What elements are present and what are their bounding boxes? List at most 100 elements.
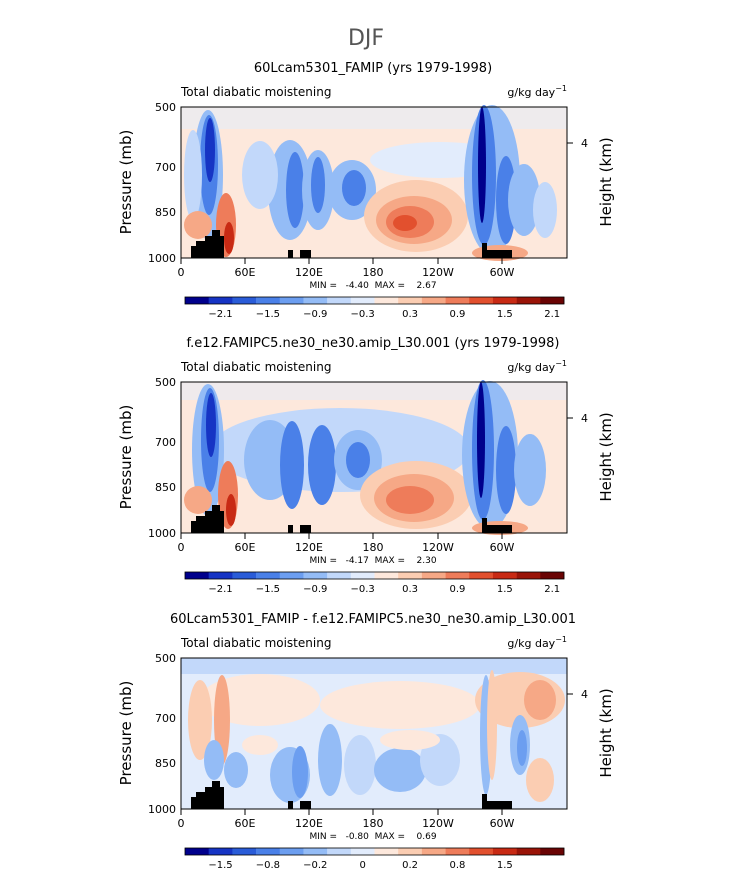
- panel-1-xtick-label: 0: [178, 266, 185, 279]
- panel-1-xtick-label: 180: [363, 266, 384, 279]
- panel-1-contour: [393, 215, 417, 231]
- panel-1-ytick-label: 500: [155, 101, 176, 114]
- colorbar-swatch: [208, 297, 233, 304]
- panel-1-ytick-label: 1000: [148, 252, 176, 265]
- panel-3-contour: [344, 735, 376, 795]
- colorbar-label: −0.3: [351, 309, 375, 320]
- panel-1-field: Total diabatic moistening: [180, 85, 331, 99]
- colorbar-swatch: [374, 297, 399, 304]
- panel-2-ytick-label: 700: [155, 436, 176, 449]
- panel-3-terrain: [300, 801, 311, 809]
- panel-1-terrain: [191, 230, 224, 258]
- panel-3-contour: [200, 674, 320, 726]
- colorbar-swatch: [516, 572, 541, 579]
- panel-1-contour: [184, 130, 202, 220]
- colorbar-swatch: [256, 572, 281, 579]
- panel-3-ytick-label: 700: [155, 712, 176, 725]
- colorbar-label: 0.2: [402, 860, 418, 871]
- panel-1-contour: [496, 156, 516, 244]
- colorbar-swatch: [208, 848, 233, 855]
- panel-2-contour: [280, 421, 304, 509]
- colorbar-label: 0.9: [449, 584, 465, 595]
- panel-3-contour: [224, 752, 248, 788]
- panel-2-xtick-label: 180: [363, 541, 384, 554]
- panel-3-ytick-label: 850: [155, 757, 176, 770]
- panel-2-terrain: [288, 525, 293, 533]
- panel-2-contour: [346, 442, 370, 478]
- panel-3-xtick-label: 60W: [490, 817, 515, 830]
- colorbar-swatch: [232, 572, 257, 579]
- panel-1-terrain: [300, 250, 311, 258]
- panel-2-units: g/kg day−1: [507, 359, 567, 374]
- colorbar-swatch: [540, 848, 565, 855]
- panel-2-xtick-label: 120E: [295, 541, 323, 554]
- colorbar-label: 2.1: [544, 584, 560, 595]
- colorbar-swatch: [279, 572, 304, 579]
- panel-1-ylabel: Pressure (mb): [117, 130, 135, 235]
- panel-1-contour: [205, 118, 215, 182]
- panel-2-plot: [180, 380, 568, 535]
- colorbar-swatch: [469, 848, 494, 855]
- panel-2-xtick-label: 0: [178, 541, 185, 554]
- panel-1-contour: [478, 107, 486, 223]
- panel-1-contour: [184, 211, 212, 239]
- panel-3-contour: [188, 680, 212, 760]
- panel-3-contour: [320, 681, 480, 729]
- panel-3-xtick-label: 60E: [235, 817, 256, 830]
- panel-1-xtick-label: 60W: [490, 266, 515, 279]
- panel-1-units: g/kg day−1: [507, 84, 567, 99]
- panel-1-contour: [286, 152, 304, 228]
- colorbar-swatch: [350, 297, 375, 304]
- panel-1-xtick-label: 120E: [295, 266, 323, 279]
- colorbar-swatch: [492, 572, 517, 579]
- colorbar-label: −2.1: [208, 309, 232, 320]
- colorbar-swatch: [540, 572, 565, 579]
- panel-2-field: Total diabatic moistening: [180, 360, 331, 374]
- panel-3-contour: [487, 670, 497, 780]
- colorbar-swatch: [421, 297, 446, 304]
- panel-3-xticks: [180, 809, 503, 815]
- panel-2: f.e12.FAMIPC5.ne30_ne30.amip_L30.001 (yr…: [117, 336, 615, 595]
- panel-3-terrain: [482, 794, 512, 809]
- panel-1-ytick-label: 850: [155, 206, 176, 219]
- panel-3-contour: [526, 758, 554, 802]
- panel-3-terrain: [288, 801, 293, 809]
- panel-3-ylabel-right: Height (km): [597, 688, 615, 777]
- colorbar-swatch: [492, 848, 517, 855]
- colorbar-swatch: [398, 572, 423, 579]
- colorbar-swatch: [327, 297, 352, 304]
- colorbar-frame: [184, 571, 565, 580]
- panel-3-title: 60Lcam5301_FAMIP - f.e12.FAMIPC5.ne30_ne…: [170, 612, 576, 627]
- colorbar-swatch: [350, 848, 375, 855]
- panel-1-contour: [508, 164, 540, 236]
- colorbar-swatch: [303, 572, 328, 579]
- panel-1-ylabel-right: Height (km): [597, 137, 615, 226]
- panel-3-ytick-right-label: 4: [581, 688, 588, 701]
- panel-3-contour: [204, 740, 224, 780]
- panel-3-ytick-label: 1000: [148, 803, 176, 816]
- panel-3-contour: [374, 748, 426, 792]
- panel-3-ylabel: Pressure (mb): [117, 681, 135, 786]
- colorbar-swatch: [516, 848, 541, 855]
- colorbar-label: 0.9: [449, 309, 465, 320]
- panel-1-ytick-label: 700: [155, 161, 176, 174]
- panel-3-plot: [180, 657, 568, 810]
- panel-2-contour: [184, 486, 212, 514]
- colorbar-swatch: [327, 848, 352, 855]
- panel-3-top-band: [181, 658, 567, 674]
- colorbar-swatch: [303, 848, 328, 855]
- panel-3-contour: [524, 680, 556, 720]
- panel-2-ytick-label: 1000: [148, 527, 176, 540]
- panel-1-units-exp: −1: [555, 84, 567, 93]
- colorbar-label: −1.5: [256, 584, 280, 595]
- panel-1-stats: MIN = -4.40 MAX = 2.67: [309, 281, 436, 291]
- colorbar-swatch: [516, 297, 541, 304]
- panel-3-xtick-label: 180: [363, 817, 384, 830]
- colorbar-label: −0.2: [303, 860, 327, 871]
- panel-1-title: 60Lcam5301_FAMIP (yrs 1979-1998): [254, 61, 492, 76]
- panel-3-contour: [242, 735, 278, 755]
- panel-2-top-band: [181, 382, 567, 400]
- colorbar-swatch: [398, 297, 423, 304]
- colorbar-swatch: [185, 297, 209, 304]
